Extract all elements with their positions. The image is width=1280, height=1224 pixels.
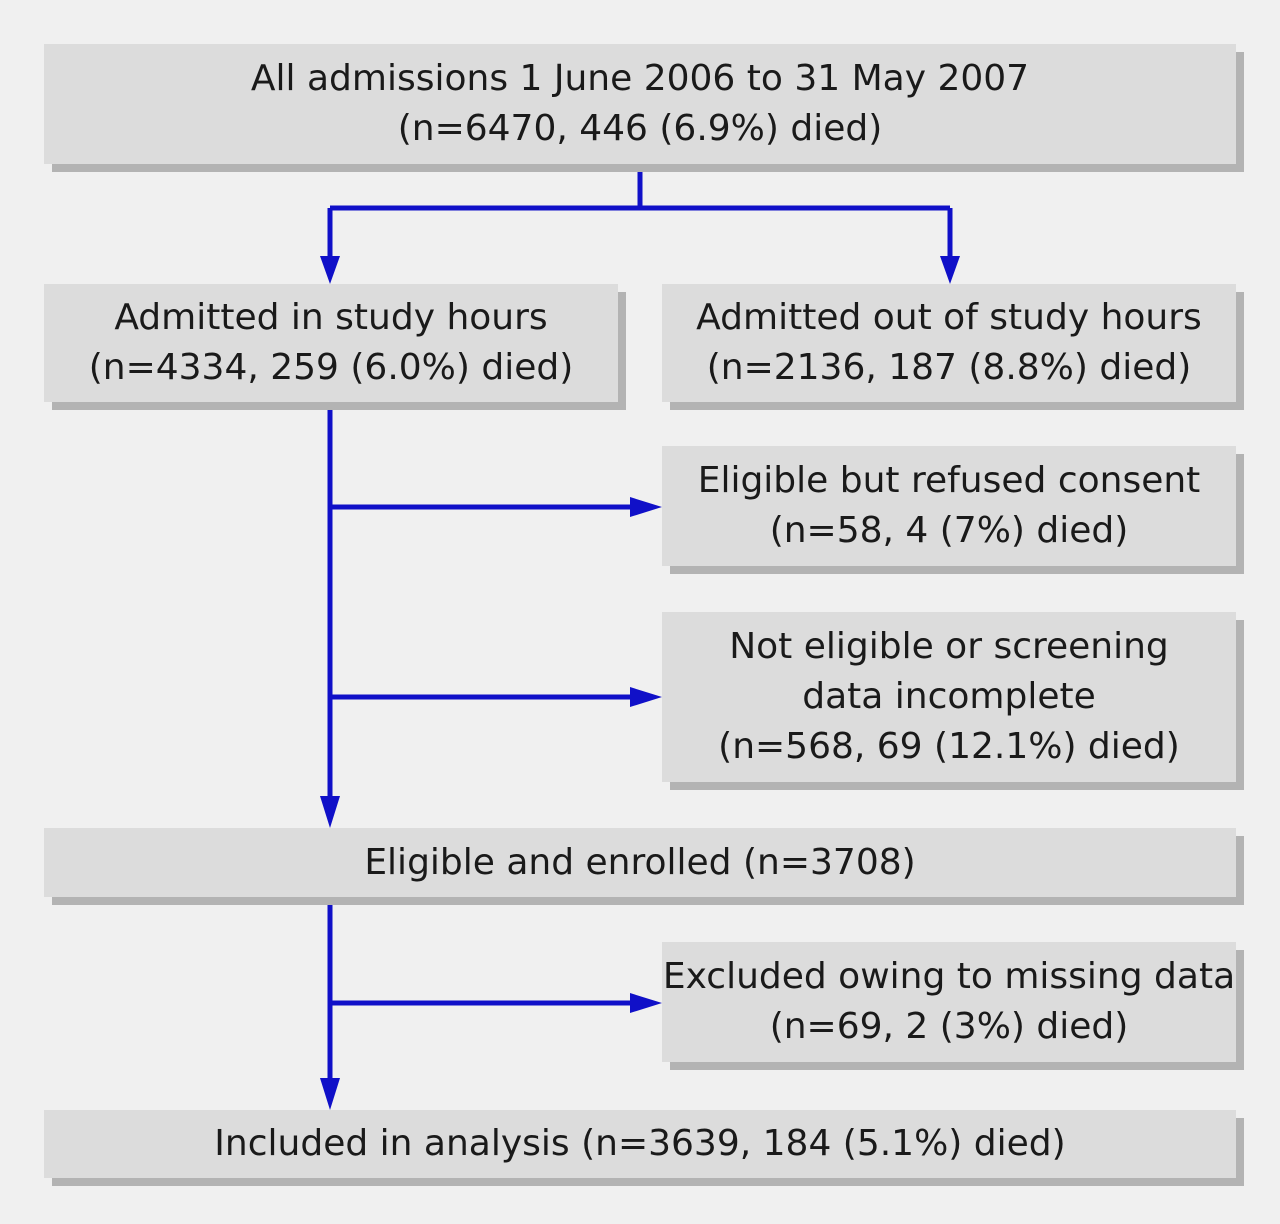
- all-admissions-label: All admissions 1 June 2006 to 31 May 200…: [250, 58, 1030, 99]
- included-box: Included in analysis (n=3639, 184 (5.1%)…: [44, 1110, 1236, 1178]
- out-of-hours-box: Admitted out of study hours (n=2136, 187…: [662, 284, 1236, 402]
- all-admissions-box: All admissions 1 June 2006 to 31 May 200…: [44, 44, 1236, 164]
- arrowhead-study-hours: [320, 256, 340, 284]
- arrowhead-missing: [630, 993, 662, 1013]
- study-hours-counts: (n=4334, 259 (6.0%) died): [88, 347, 574, 388]
- enrolled-box: Eligible and enrolled (n=3708): [44, 828, 1236, 897]
- not-eligible-label: Not eligible or screening: [729, 626, 1169, 667]
- arrowhead-refused: [630, 497, 662, 517]
- study-hours-box: Admitted in study hours (n=4334, 259 (6.…: [44, 284, 618, 402]
- not-eligible-counts: (n=568, 69 (12.1%) died): [718, 726, 1180, 767]
- all-admissions-counts: (n=6470, 446 (6.9%) died): [397, 108, 883, 149]
- refused-consent-label: Eligible but refused consent: [697, 460, 1201, 501]
- enrolled-label: Eligible and enrolled (n=3708): [364, 841, 916, 883]
- included-label: Included in analysis (n=3639, 184 (5.1%)…: [214, 1123, 1066, 1164]
- missing-data-counts: (n=69, 2 (3%) died): [769, 1006, 1129, 1047]
- arrowhead-included: [320, 1078, 340, 1110]
- study-hours-label: Admitted in study hours: [114, 297, 548, 338]
- missing-data-box: Excluded owing to missing data (n=69, 2 …: [662, 942, 1236, 1062]
- out-of-hours-label: Admitted out of study hours: [696, 297, 1202, 338]
- arrowhead-enrolled: [320, 796, 340, 828]
- not-eligible-box: Not eligible or screening data incomplet…: [662, 612, 1236, 782]
- refused-consent-box: Eligible but refused consent (n=58, 4 (7…: [662, 446, 1236, 566]
- arrowhead-out-of-hours: [940, 256, 960, 284]
- refused-consent-counts: (n=58, 4 (7%) died): [769, 510, 1129, 551]
- missing-data-label: Excluded owing to missing data: [662, 956, 1236, 997]
- not-eligible-label-cont: data incomplete: [802, 676, 1096, 717]
- arrowhead-not-eligible: [630, 687, 662, 707]
- out-of-hours-counts: (n=2136, 187 (8.8%) died): [706, 347, 1192, 388]
